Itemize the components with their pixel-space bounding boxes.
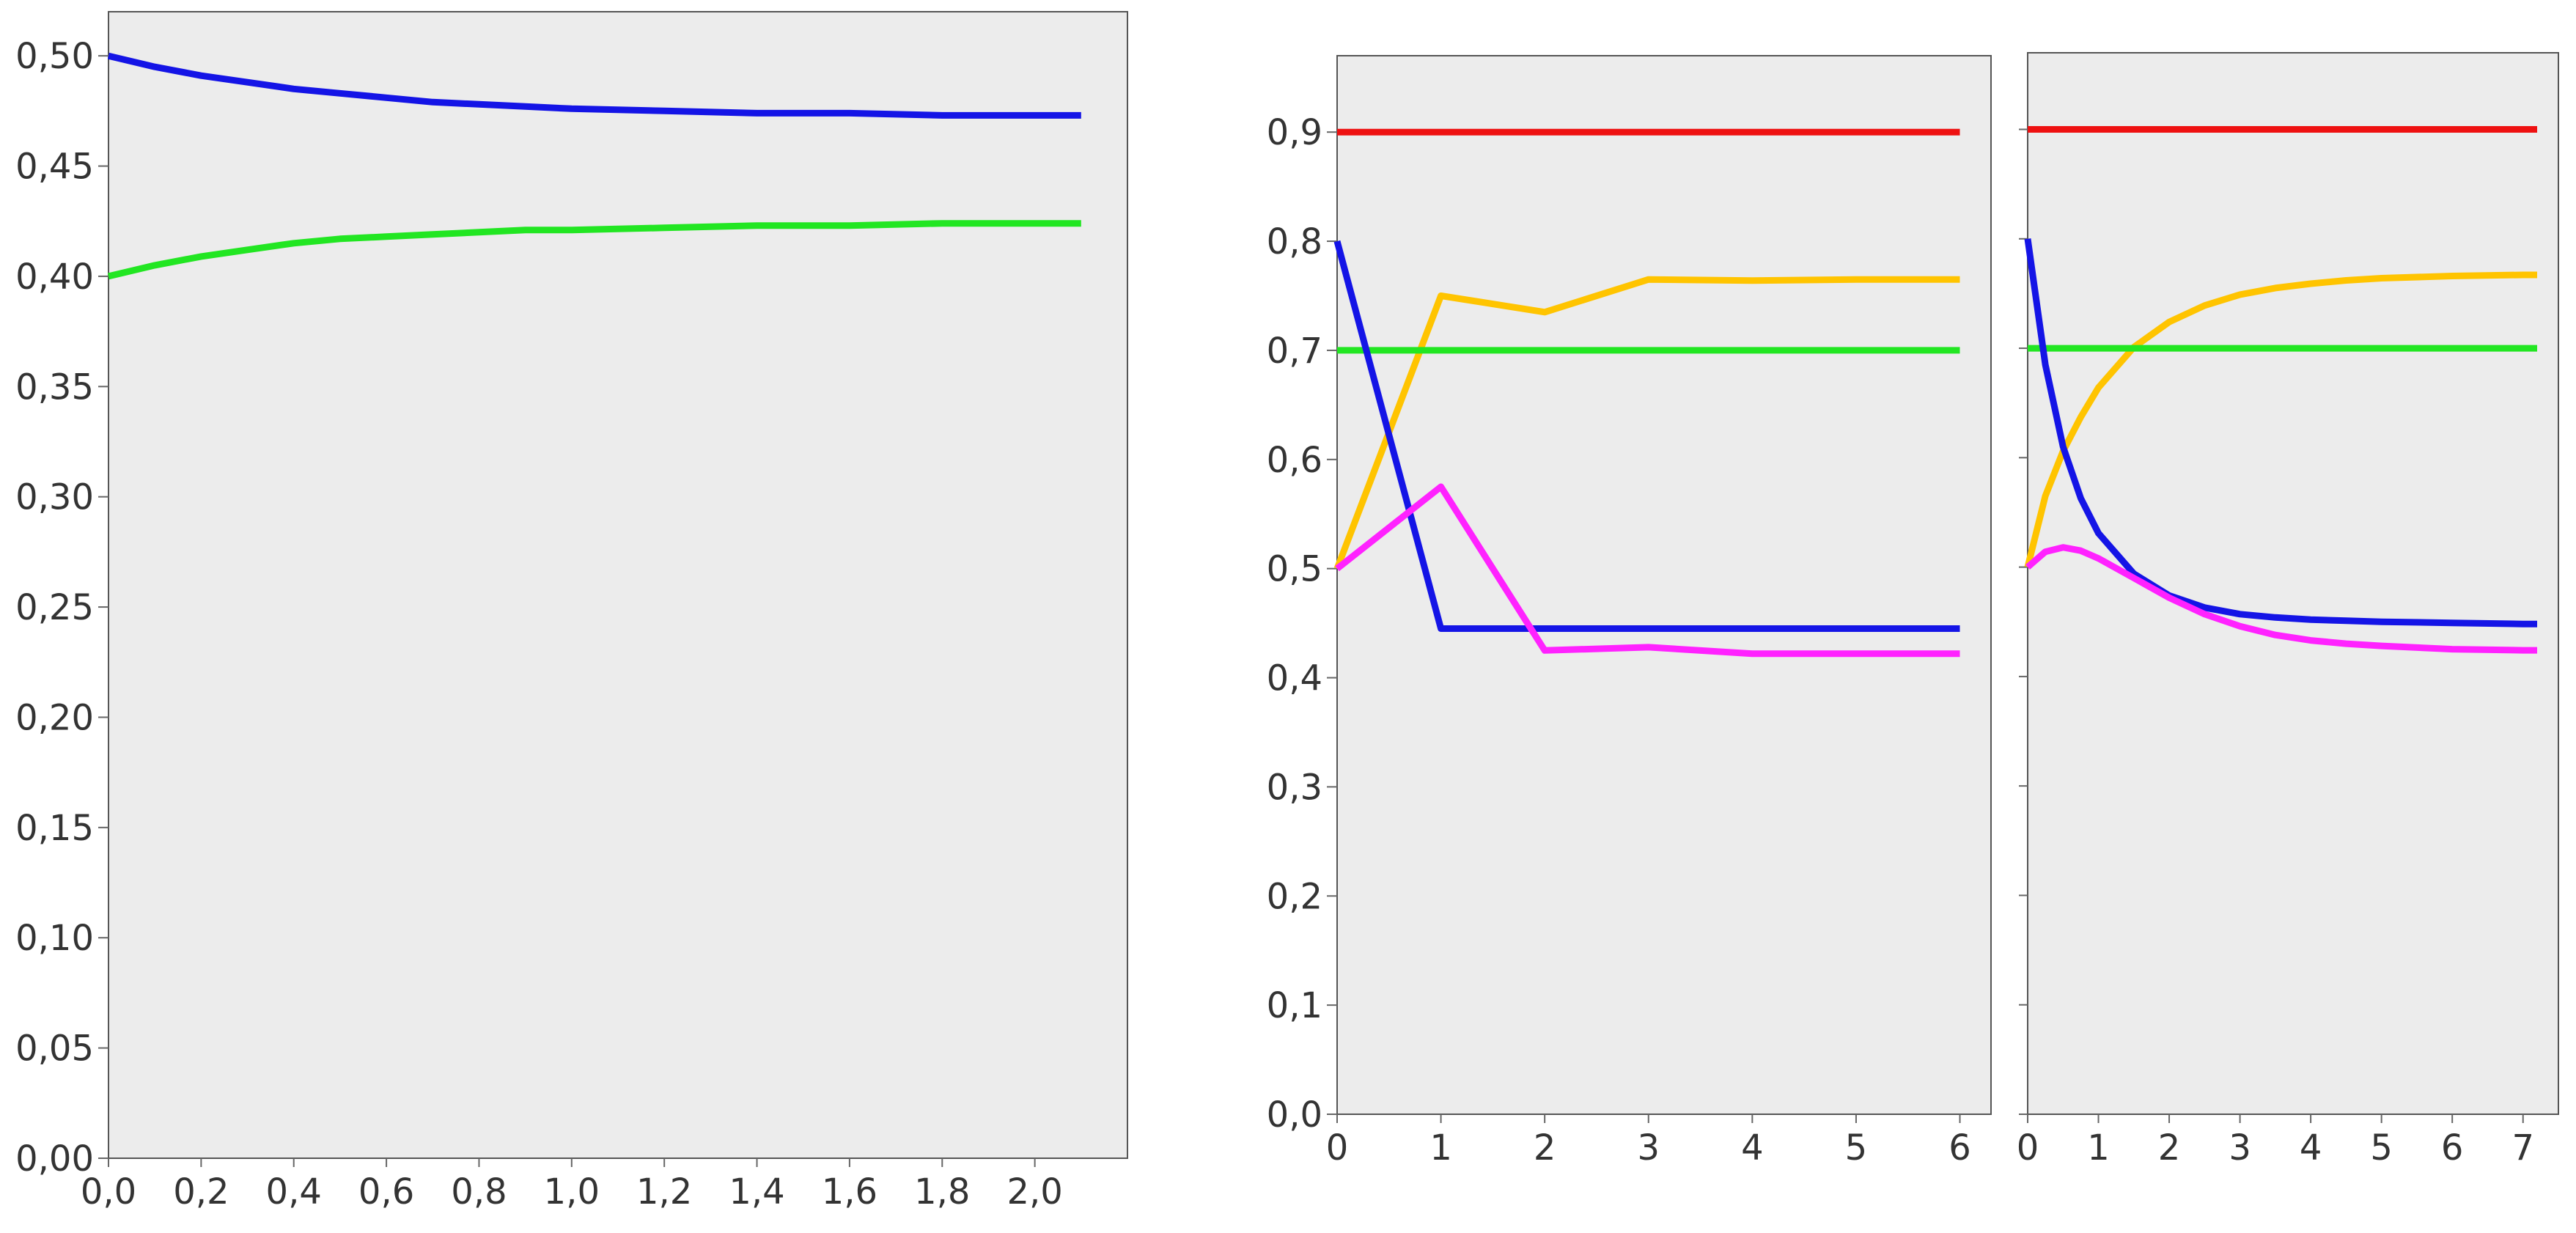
series-line-2	[2024, 271, 2537, 568]
series-line-4	[2024, 238, 2537, 627]
y-tick-label: 0,6	[1267, 440, 1322, 481]
x-tick-label: 1	[2087, 1127, 2110, 1168]
x-tick-label: 5	[1845, 1127, 1868, 1168]
y-tick-label: 0,45	[15, 147, 94, 188]
y-tick-label: 0,1	[1267, 985, 1322, 1026]
series-line-2	[1333, 276, 1960, 570]
x-tick-label: 0,8	[451, 1171, 507, 1212]
y-tick-label: 0,7	[1267, 331, 1322, 372]
y-tick-label: 0,00	[15, 1138, 94, 1179]
y-tick-label: 0,10	[15, 918, 94, 959]
chart-3: 0 1 2 3 4 5 6 7	[2017, 52, 2559, 1168]
x-tick-label: 4	[2300, 1127, 2322, 1168]
x-tick-label: 3	[1637, 1127, 1660, 1168]
y-tick-label: 0,40	[15, 257, 94, 298]
x-tick-label: 2	[1534, 1127, 1556, 1168]
x-tick-label: 1,8	[914, 1171, 970, 1212]
series-line-1	[107, 52, 1081, 119]
y-tick-label: 0,5	[1267, 549, 1322, 590]
x-tick-label: 7	[2511, 1127, 2534, 1168]
y-tick-label: 0,35	[15, 367, 94, 408]
y-tick-label: 0,30	[15, 477, 94, 518]
chart-2: 0,0 0,1 0,2 0,3 0,4 0,5 0,6 0,7 0,8 0,9 0 1 2 3 4 5 6	[1267, 55, 1992, 1168]
x-tick-label: 0,0	[81, 1171, 136, 1212]
x-tick-label: 1,4	[729, 1171, 784, 1212]
x-tick-label: 2,0	[1007, 1171, 1062, 1212]
y-tick-label: 0,15	[15, 808, 94, 849]
x-tick-label: 5	[2370, 1127, 2393, 1168]
x-tick-label: 0,2	[173, 1171, 229, 1212]
y-tick-label: 0,9	[1267, 112, 1322, 153]
plot-area	[1336, 55, 1992, 1115]
plot-area	[108, 11, 1128, 1159]
x-tick-label: 0,6	[358, 1171, 414, 1212]
x-tick-label: 6	[1948, 1127, 1971, 1168]
y-tick-label: 0,20	[15, 697, 94, 738]
x-tick-label: 6	[2441, 1127, 2464, 1168]
series-line-5	[1335, 483, 1960, 658]
y-tick-label: 0,2	[1267, 876, 1322, 917]
x-tick-label: 2	[2158, 1127, 2181, 1168]
y-tick-label: 0,3	[1267, 767, 1322, 808]
y-tick-label: 0,0	[1267, 1094, 1322, 1136]
y-tick-label: 0,50	[15, 36, 94, 77]
y-tick-label: 0,05	[15, 1028, 94, 1070]
series-line-4	[1333, 240, 1960, 632]
x-tick-label: 1,6	[822, 1171, 877, 1212]
y-tick-label: 0,8	[1267, 221, 1322, 262]
x-tick-label: 3	[2229, 1127, 2251, 1168]
plot-area	[2027, 52, 2559, 1115]
x-tick-label: 0	[1326, 1127, 1349, 1168]
series-line-2	[107, 220, 1081, 280]
x-tick-label: 1,0	[544, 1171, 600, 1212]
x-tick-label: 1,2	[636, 1171, 692, 1212]
series-line-5	[2025, 544, 2537, 654]
y-tick-label: 0,4	[1267, 658, 1322, 699]
x-tick-label: 0	[2017, 1127, 2039, 1168]
x-tick-label: 1	[1429, 1127, 1452, 1168]
x-tick-label: 4	[1741, 1127, 1764, 1168]
y-tick-label: 0,25	[15, 587, 94, 628]
chart-1: 0,00 0,05 0,10 0,15 0,20 0,25 0,30 0,35 0,40 0,45…	[15, 11, 1128, 1212]
x-tick-label: 0,4	[266, 1171, 322, 1212]
